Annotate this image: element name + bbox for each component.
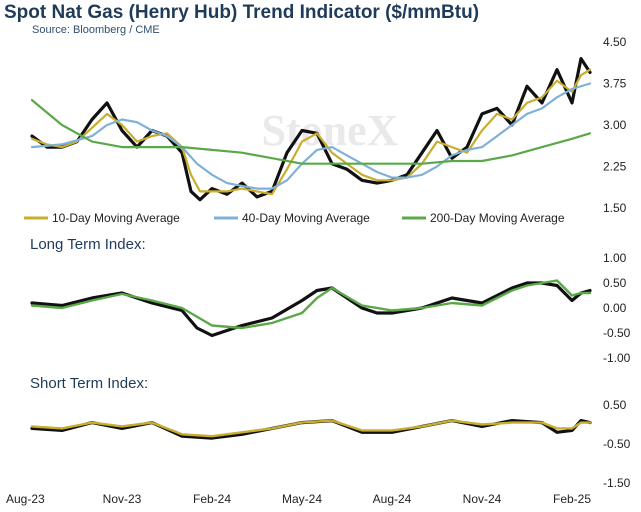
short-term-panel: 0.50 -0.50 -1.50 — [30, 398, 631, 490]
x-tick-label: Feb-25 — [553, 492, 591, 506]
x-tick-label: Feb-24 — [193, 492, 231, 506]
long-term-panel: 1.00 0.50 0.00 -0.50 -1.00 — [30, 251, 631, 365]
price-panel: StoneX 1.502.253.003.754.50 — [30, 35, 627, 215]
price-y-tick-label: 2.25 — [603, 160, 627, 174]
x-tick-label: May-24 — [282, 492, 322, 506]
chart-title: Spot Nat Gas (Henry Hub) Trend Indicator… — [4, 2, 480, 23]
price-y-tick-label: 1.50 — [603, 201, 627, 215]
long-y-tick-label: 0.50 — [603, 276, 627, 290]
x-tick-label: Aug-24 — [373, 492, 412, 506]
long-y-tick-label: -1.00 — [603, 351, 631, 365]
legend-label-ma10: 10-Day Moving Average — [52, 211, 180, 225]
price-y-tick-label: 3.00 — [603, 118, 627, 132]
x-tick-label: Aug-23 — [6, 492, 45, 506]
price-y-tick-label: 3.75 — [603, 77, 627, 91]
price-y-tick-label: 4.50 — [603, 35, 627, 49]
price-series-ma40 — [30, 82, 592, 190]
short-y-tick-label: 0.50 — [603, 398, 627, 412]
legend: 10-Day Moving Average 40-Day Moving Avera… — [24, 211, 565, 225]
long-y-tick-label: 1.00 — [603, 251, 627, 265]
long-series-price — [30, 281, 592, 338]
chart-source: Source: Bloomberg / CME — [32, 24, 160, 36]
short-y-tick-label: -0.50 — [603, 437, 631, 451]
price-series-ma200 — [30, 98, 592, 165]
short-term-title: Short Term Index: — [30, 375, 149, 392]
long-series-long_index — [30, 279, 592, 330]
legend-label-ma200: 200-Day Moving Average — [430, 211, 565, 225]
x-tick-label: Nov-23 — [103, 492, 142, 506]
price-series-ma10 — [30, 68, 592, 196]
x-tick-label: Nov-24 — [463, 492, 502, 506]
short-y-tick-label: -1.50 — [603, 476, 631, 490]
short-series-short_index — [30, 419, 592, 438]
x-axis: Aug-23 Nov-23 Feb-24 May-24 Aug-24 Nov-24 Feb-… — [6, 492, 591, 506]
long-y-tick-label: -0.50 — [603, 326, 631, 340]
legend-label-ma40: 40-Day Moving Average — [242, 211, 370, 225]
long-term-title: Long Term Index: — [30, 236, 146, 253]
long-y-tick-label: 0.00 — [603, 301, 627, 315]
